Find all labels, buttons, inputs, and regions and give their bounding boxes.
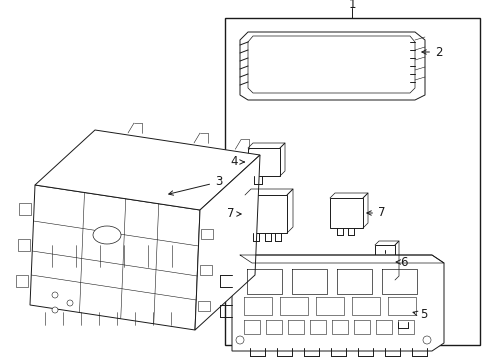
Polygon shape bbox=[198, 301, 209, 311]
Polygon shape bbox=[389, 300, 411, 322]
Polygon shape bbox=[35, 130, 260, 210]
Polygon shape bbox=[19, 203, 31, 215]
Polygon shape bbox=[224, 18, 479, 345]
Circle shape bbox=[236, 336, 244, 344]
Circle shape bbox=[52, 292, 58, 298]
Polygon shape bbox=[244, 195, 286, 233]
Circle shape bbox=[52, 307, 58, 313]
Text: 6: 6 bbox=[395, 256, 407, 269]
Polygon shape bbox=[195, 155, 260, 330]
Ellipse shape bbox=[93, 226, 121, 244]
Circle shape bbox=[422, 336, 430, 344]
Polygon shape bbox=[231, 255, 443, 351]
Polygon shape bbox=[374, 245, 394, 280]
Polygon shape bbox=[201, 229, 213, 239]
Text: 1: 1 bbox=[347, 0, 355, 10]
Circle shape bbox=[67, 300, 73, 306]
Text: 2: 2 bbox=[421, 45, 442, 58]
Polygon shape bbox=[247, 148, 280, 176]
Polygon shape bbox=[199, 265, 211, 275]
Text: 4: 4 bbox=[230, 156, 244, 168]
Polygon shape bbox=[30, 185, 200, 330]
Polygon shape bbox=[18, 239, 29, 251]
Text: 5: 5 bbox=[412, 309, 427, 321]
Polygon shape bbox=[16, 275, 28, 287]
Text: 7: 7 bbox=[366, 207, 385, 220]
Polygon shape bbox=[240, 32, 424, 100]
Polygon shape bbox=[329, 198, 362, 228]
Text: 3: 3 bbox=[168, 175, 222, 195]
Text: 7: 7 bbox=[226, 207, 241, 220]
